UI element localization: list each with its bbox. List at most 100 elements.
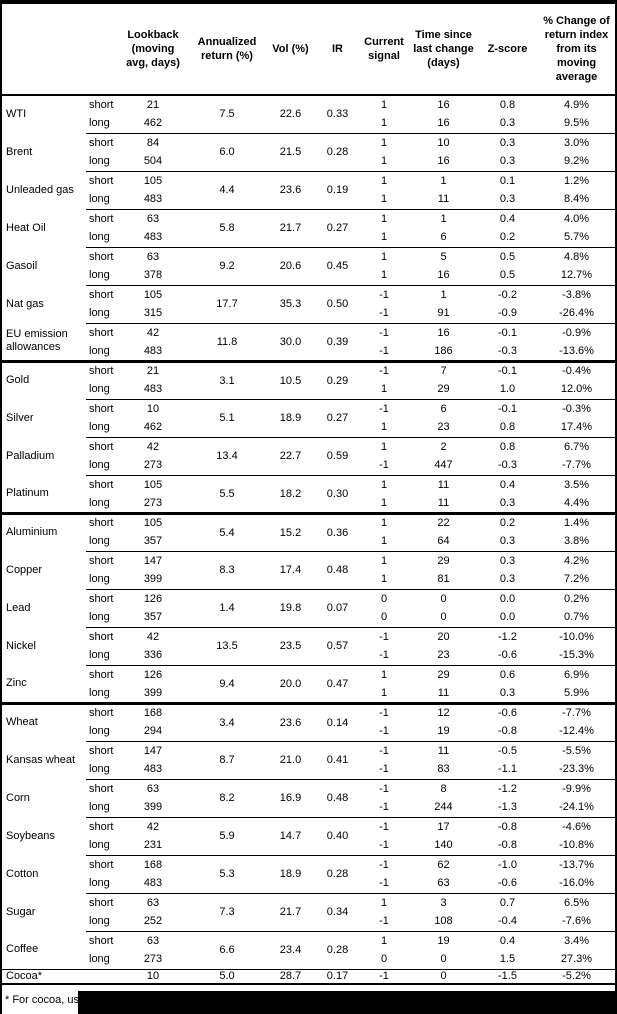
table-row: long 273 -1 447 -0.3 -7.7%	[2, 456, 615, 475]
time-since-change-value: 11	[437, 496, 450, 509]
lookback-value: 504	[143, 155, 163, 168]
pct-change-value: 5.9%	[563, 686, 590, 699]
zscore-value: -0.5	[477, 740, 538, 760]
time-since-change-value: 16	[437, 99, 450, 111]
commodity-name: Palladium	[6, 449, 55, 462]
lookback-value: 42	[116, 436, 190, 456]
annualized-value: 9.4	[190, 664, 264, 703]
pct-change-value: -10.0%	[538, 626, 615, 646]
pct-change-value: -4.6%	[538, 816, 615, 836]
pct-change-value: -0.3%	[538, 398, 615, 418]
vol-value: 23.4	[264, 930, 317, 969]
lookback-value: 84	[116, 132, 190, 152]
col-header-commodity	[2, 4, 86, 96]
commodity-name: Gold	[2, 359, 86, 399]
vol-value: 28.7	[264, 968, 317, 985]
signals-table-body: WTI short 21 7.5 22.6 0.33 1 16 0.8 4.9% long 462 1 1…	[2, 95, 615, 985]
time-since-change-value: 6	[440, 231, 447, 244]
lookback-value: 10	[116, 968, 190, 985]
horizon-label: short	[86, 208, 116, 228]
commodity-name: Cotton	[6, 867, 39, 880]
ir-value: 0.29	[317, 359, 358, 399]
ir-value: 0.07	[317, 588, 358, 627]
ir-value: 0.50	[317, 284, 358, 323]
zscore-value: -0.1	[477, 322, 538, 342]
horizon-label: short	[86, 284, 116, 304]
vol-value: 18.9	[264, 854, 317, 893]
ir-value: 0.45	[317, 246, 358, 285]
lookback-value: 126	[116, 588, 190, 608]
signal-value: 1	[380, 155, 388, 168]
horizon-label: short	[86, 740, 116, 760]
signal-value: 1	[380, 573, 388, 586]
horizon-label: short	[86, 359, 116, 380]
pct-change-value: 3.8%	[563, 535, 590, 548]
time-since-change-value: 83	[437, 763, 450, 776]
col-header-current-signal: Current signal	[358, 4, 410, 96]
lookback-value: 273	[143, 459, 163, 472]
col-header-vol: Vol (%)	[264, 4, 317, 96]
time-since-change-value: 0	[440, 611, 447, 624]
lookback-value: 357	[143, 535, 163, 548]
zscore-value: -1.5	[477, 968, 538, 985]
horizon-label: long	[89, 269, 110, 282]
horizon-label: long	[89, 231, 110, 244]
table-footer: * For cocoa, uses	[2, 991, 615, 1014]
table-row: long 462 1 23 0.8 17.4%	[2, 418, 615, 437]
table-row: long 483 -1 63 -0.6 -16.0%	[2, 874, 615, 893]
zscore-value: -0.6	[498, 649, 517, 662]
pct-change-value: 9.5%	[563, 117, 590, 130]
horizon-label: short	[86, 626, 116, 646]
horizon-label: short	[86, 398, 116, 418]
time-since-change-value: 63	[437, 877, 450, 890]
table-row: long 294 -1 19 -0.8 -12.4%	[2, 722, 615, 741]
ir-value: 0.27	[317, 398, 358, 437]
table-header: Lookback (moving avg, days) Annualized r…	[2, 4, 615, 96]
zscore-value: 0.3	[499, 193, 516, 206]
time-since-change-value: 5	[410, 246, 477, 266]
table-row: long 357 0 0 0.0 0.7%	[2, 608, 615, 627]
horizon-label: short	[86, 436, 116, 456]
zscore-value: 0.4	[477, 930, 538, 950]
table-row: WTI short 21 7.5 22.6 0.33 1 16 0.8 4.9%	[2, 95, 615, 120]
commodity-name: Unleaded gas	[6, 183, 74, 196]
horizon-label: short	[86, 322, 116, 342]
lookback-value: 147	[116, 550, 190, 570]
vol-value: 20.0	[264, 664, 317, 703]
time-since-change-value: 447	[434, 459, 453, 472]
lookback-value: 63	[116, 930, 190, 950]
annualized-value: 5.0	[190, 968, 264, 985]
horizon-label: long	[89, 839, 110, 852]
vol-value: 23.6	[264, 701, 317, 741]
horizon-label: long	[89, 915, 110, 928]
lookback-value: 10	[116, 398, 190, 418]
pct-change-value: 6.7%	[538, 436, 615, 456]
lookback-value: 273	[143, 496, 163, 509]
vol-value: 18.9	[264, 398, 317, 437]
horizon-label: long	[89, 801, 110, 814]
table-row: Gold short 21 3.1 10.5 0.29 -1 7 -0.1 -0.4%	[2, 359, 615, 399]
pct-change-value: 4.9%	[563, 99, 590, 111]
lookback-value: 399	[143, 573, 163, 586]
zscore-value: -0.8	[477, 816, 538, 836]
horizon-label: long	[89, 763, 110, 776]
pct-change-value: -7.7%	[562, 459, 591, 472]
ir-value: 0.57	[317, 626, 358, 665]
zscore-value: 1.5	[499, 953, 516, 966]
horizon-label: long	[89, 307, 110, 320]
pct-change-value: 4.4%	[563, 496, 590, 509]
horizon-label: long	[89, 459, 110, 472]
horizon-label: long	[89, 877, 110, 890]
lookback-value: 378	[143, 269, 163, 282]
time-since-change-value: 19	[410, 930, 477, 950]
zscore-value: 1.0	[499, 383, 516, 396]
time-since-change-value: 16	[437, 155, 450, 168]
table-row: Cocoa* 10 5.0 28.7 0.17 -1 0 -1.5 -5.2%	[2, 968, 615, 985]
signal-value: 1	[358, 664, 410, 684]
col-header-horizon	[86, 4, 116, 96]
annualized-value: 9.2	[190, 246, 264, 285]
table-row: long 273 0 0 1.5 27.3%	[2, 950, 615, 969]
time-since-change-value: 8	[410, 778, 477, 798]
signal-value: -1	[358, 322, 410, 342]
